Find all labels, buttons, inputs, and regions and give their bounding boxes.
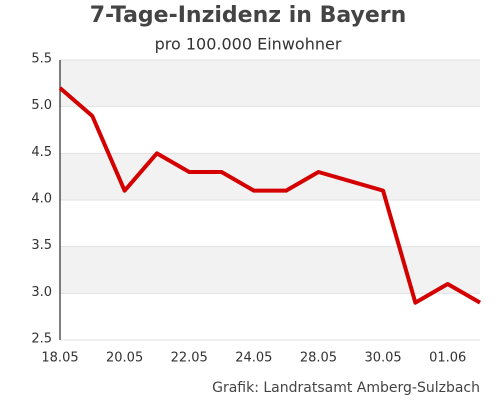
y-tick-label: 4.5 (31, 145, 52, 160)
grid-band (60, 60, 480, 107)
x-tick-label: 22.05 (171, 351, 208, 366)
y-tick-label: 5.0 (31, 98, 52, 113)
chart-title: 7-Tage-Inzidenz in Bayern (90, 3, 407, 28)
grid-band (60, 153, 480, 200)
chart-subtitle: pro 100.000 Einwohner (155, 35, 342, 54)
x-tick-label: 30.05 (364, 351, 401, 366)
x-tick-label: 28.05 (300, 351, 337, 366)
y-tick-label: 3.0 (31, 285, 52, 300)
x-tick-label: 18.05 (41, 351, 78, 366)
x-tick-label: 20.05 (106, 351, 143, 366)
x-tick-label: 24.05 (235, 351, 272, 366)
y-tick-label: 3.5 (31, 238, 52, 253)
grid-band (60, 246, 480, 294)
y-tick-label: 5.5 (31, 52, 52, 67)
data-line (58, 86, 482, 305)
x-tick-label: 01.06 (429, 351, 466, 366)
y-tick-label: 4.0 (31, 192, 52, 207)
source-note: Grafik: Landratsamt Amberg-Sulzbach (212, 380, 480, 396)
y-tick-label: 2.5 (31, 332, 52, 347)
